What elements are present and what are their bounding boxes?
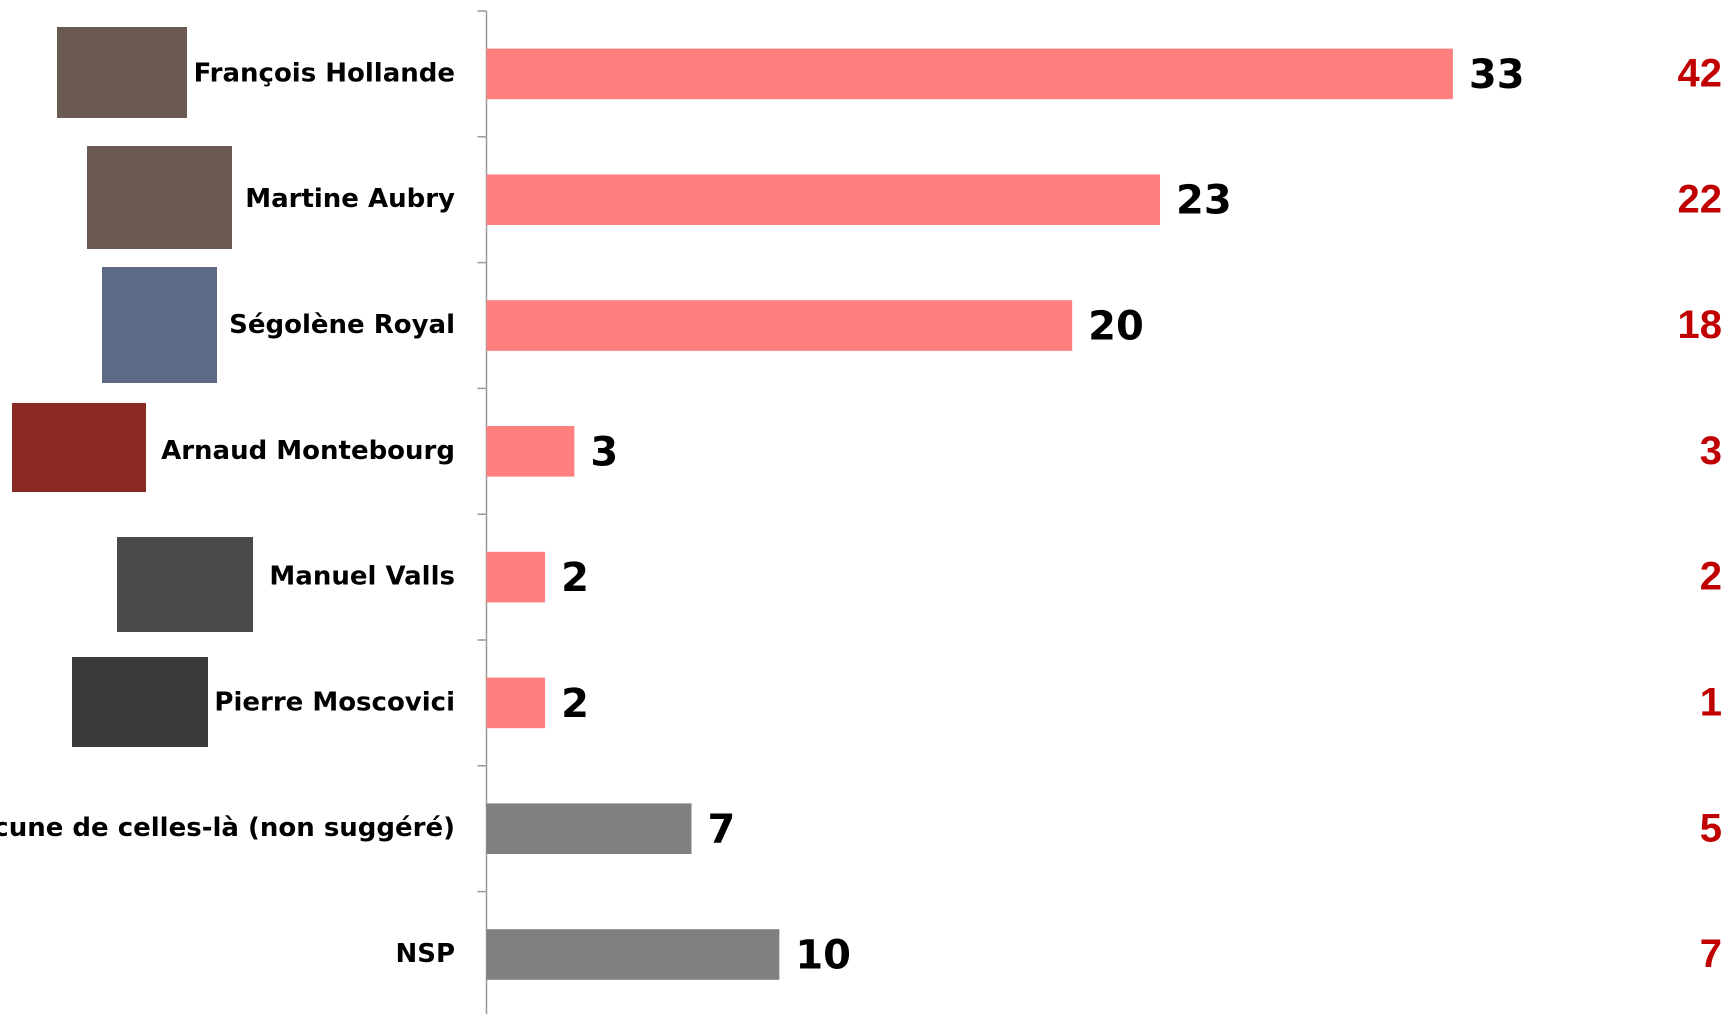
comparison-value: 2 xyxy=(1700,555,1722,599)
bar xyxy=(486,803,692,854)
bar xyxy=(486,48,1453,100)
photo xyxy=(57,27,187,118)
bar xyxy=(486,551,546,603)
value-label: 23 xyxy=(1176,178,1232,224)
category-label: François Hollande xyxy=(194,58,455,88)
value-label: 3 xyxy=(590,429,618,475)
value-label: 7 xyxy=(707,807,735,853)
value-label: 10 xyxy=(795,933,851,979)
comparison-value: 3 xyxy=(1700,429,1722,473)
category-label: Pierre Moscovici xyxy=(214,687,455,717)
bar xyxy=(486,174,1161,225)
category-label: Aucune de celles-là (non suggéré) xyxy=(0,813,455,843)
bar xyxy=(486,929,780,980)
photo xyxy=(72,657,208,747)
comparison-value: 22 xyxy=(1678,177,1723,221)
comparison-value: 42 xyxy=(1678,51,1723,95)
comparison-value: 1 xyxy=(1700,680,1722,724)
photo xyxy=(87,146,232,249)
category-label: Arnaud Montebourg xyxy=(161,436,455,466)
bar xyxy=(486,426,575,477)
bar xyxy=(486,677,546,729)
value-label: 2 xyxy=(561,681,589,727)
value-label: 20 xyxy=(1088,304,1144,350)
photo xyxy=(12,403,146,492)
photo xyxy=(117,537,253,632)
category-label: Manuel Valls xyxy=(269,562,455,592)
category-label: Ségolène Royal xyxy=(229,310,455,340)
comparison-value: 5 xyxy=(1700,806,1722,850)
bar xyxy=(486,300,1073,351)
photos xyxy=(12,27,253,747)
category-label: NSP xyxy=(395,939,455,969)
comparison-value: 18 xyxy=(1678,303,1723,347)
photo xyxy=(102,267,217,383)
value-label: 33 xyxy=(1469,52,1525,98)
comparison-value: 7 xyxy=(1700,932,1722,976)
value-label: 2 xyxy=(561,555,589,601)
category-label: Martine Aubry xyxy=(245,184,455,214)
